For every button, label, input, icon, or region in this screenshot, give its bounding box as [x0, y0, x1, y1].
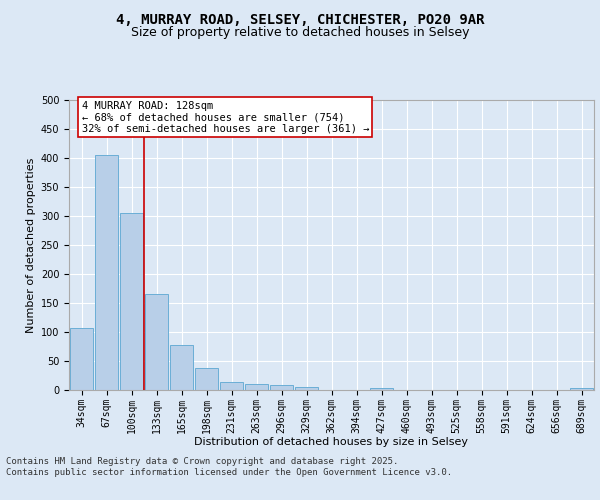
Bar: [95, 155, 118, 390]
Bar: [220, 382, 243, 390]
Text: Size of property relative to detached houses in Selsey: Size of property relative to detached ho…: [131, 26, 469, 39]
Text: Contains HM Land Registry data © Crown copyright and database right 2025.
Contai: Contains HM Land Registry data © Crown c…: [6, 458, 452, 477]
Bar: [70, 328, 93, 390]
Bar: [370, 388, 393, 390]
Bar: [295, 387, 318, 390]
Bar: [145, 294, 168, 390]
Bar: [195, 368, 218, 390]
Text: 4, MURRAY ROAD, SELSEY, CHICHESTER, PO20 9AR: 4, MURRAY ROAD, SELSEY, CHICHESTER, PO20…: [116, 12, 484, 26]
Bar: [120, 213, 143, 390]
X-axis label: Distribution of detached houses by size in Selsey: Distribution of detached houses by size …: [194, 437, 469, 447]
Y-axis label: Number of detached properties: Number of detached properties: [26, 158, 37, 332]
Bar: [170, 346, 193, 390]
Bar: [270, 386, 293, 390]
Text: 4 MURRAY ROAD: 128sqm
← 68% of detached houses are smaller (754)
32% of semi-det: 4 MURRAY ROAD: 128sqm ← 68% of detached …: [82, 100, 369, 134]
Bar: [570, 388, 593, 390]
Bar: [245, 384, 268, 390]
